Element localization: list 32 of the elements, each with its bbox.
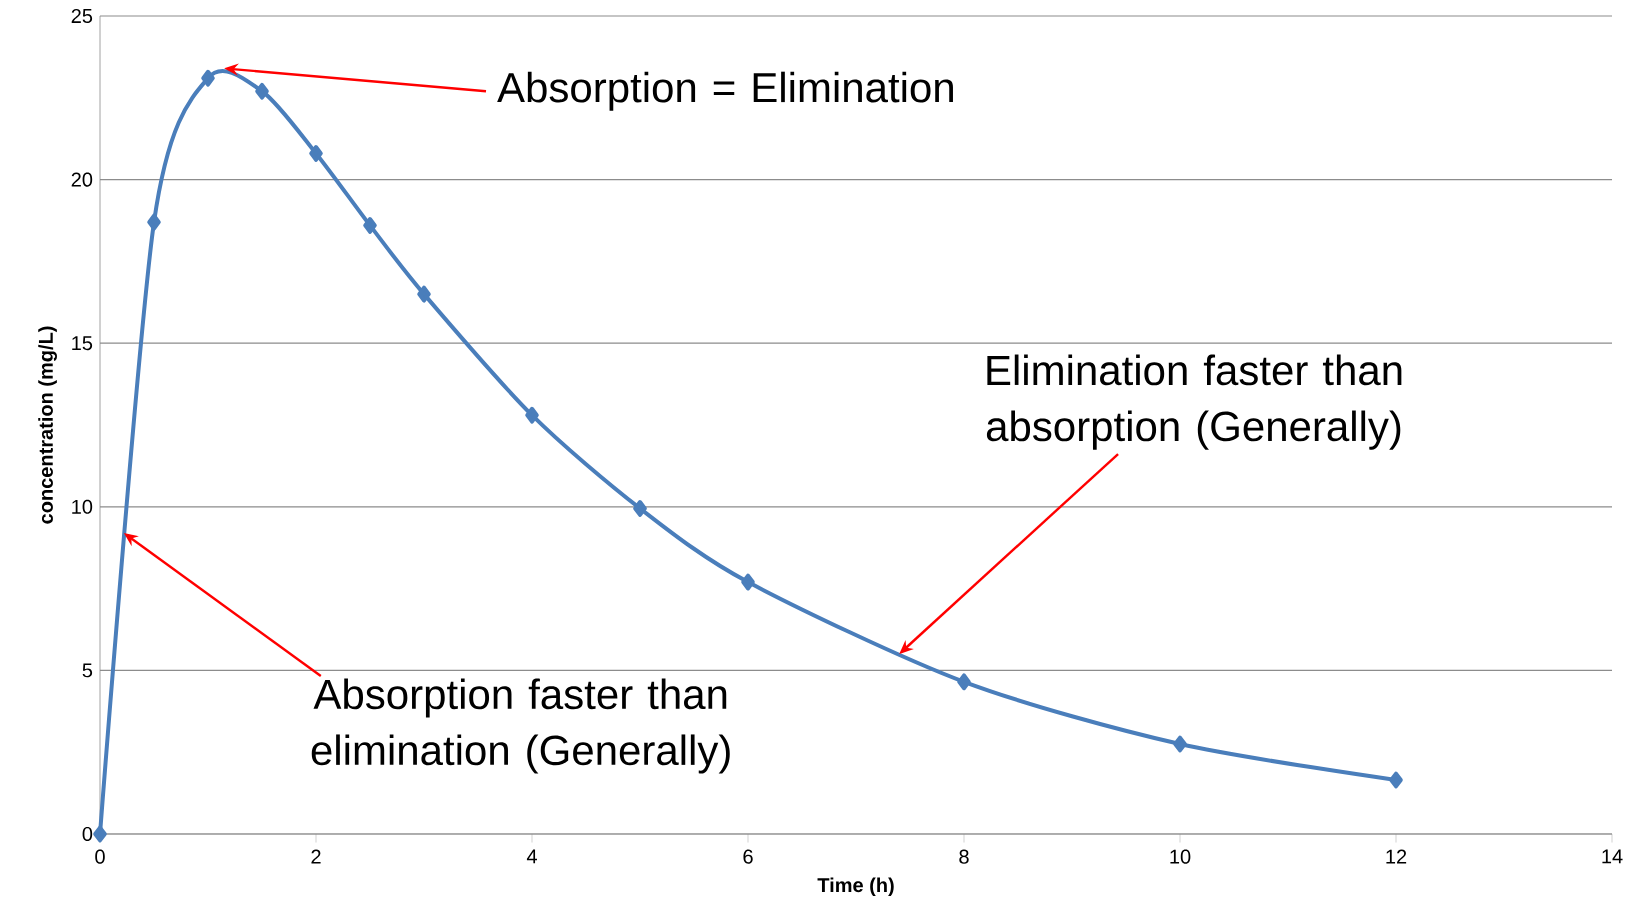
annotation: Absorption = Elimination bbox=[497, 71, 953, 111]
y-tick-label: 20 bbox=[71, 172, 93, 187]
point bbox=[147, 213, 161, 231]
point bbox=[255, 82, 269, 100]
point bbox=[1389, 771, 1403, 789]
annotation: Absorption faster than elimination (Generally) bbox=[311, 678, 730, 774]
x-tick-label: 14 bbox=[1602, 849, 1623, 864]
point bbox=[93, 825, 107, 843]
x-axis-title: Time (h) bbox=[817, 877, 894, 897]
x-tick-label: 0 bbox=[95, 849, 105, 864]
annotation: Elimination faster than absorption (Generally) bbox=[986, 354, 1402, 450]
point bbox=[201, 69, 215, 87]
point bbox=[363, 217, 377, 234]
x-tick-label: 6 bbox=[743, 849, 753, 864]
point bbox=[309, 145, 323, 162]
point bbox=[957, 673, 971, 691]
x-tick-label: 4 bbox=[526, 849, 537, 864]
point bbox=[417, 285, 431, 303]
point bbox=[741, 573, 755, 591]
y-tick-label: 10 bbox=[72, 499, 93, 514]
y-tick-label: 25 bbox=[71, 8, 93, 24]
point bbox=[1173, 735, 1187, 753]
y-tick-label: 5 bbox=[82, 663, 93, 678]
y-axis-title: concentration (mg/L) bbox=[38, 326, 57, 524]
y-tick-label: 15 bbox=[72, 336, 93, 351]
x-tick-label: 8 bbox=[959, 849, 969, 864]
x-tick-label: 10 bbox=[1170, 849, 1191, 864]
point bbox=[633, 500, 647, 517]
x-tick-label: 2 bbox=[311, 849, 321, 864]
x-tick-label: 12 bbox=[1386, 849, 1407, 864]
point bbox=[525, 406, 539, 424]
y-tick-label: 0 bbox=[82, 826, 93, 842]
